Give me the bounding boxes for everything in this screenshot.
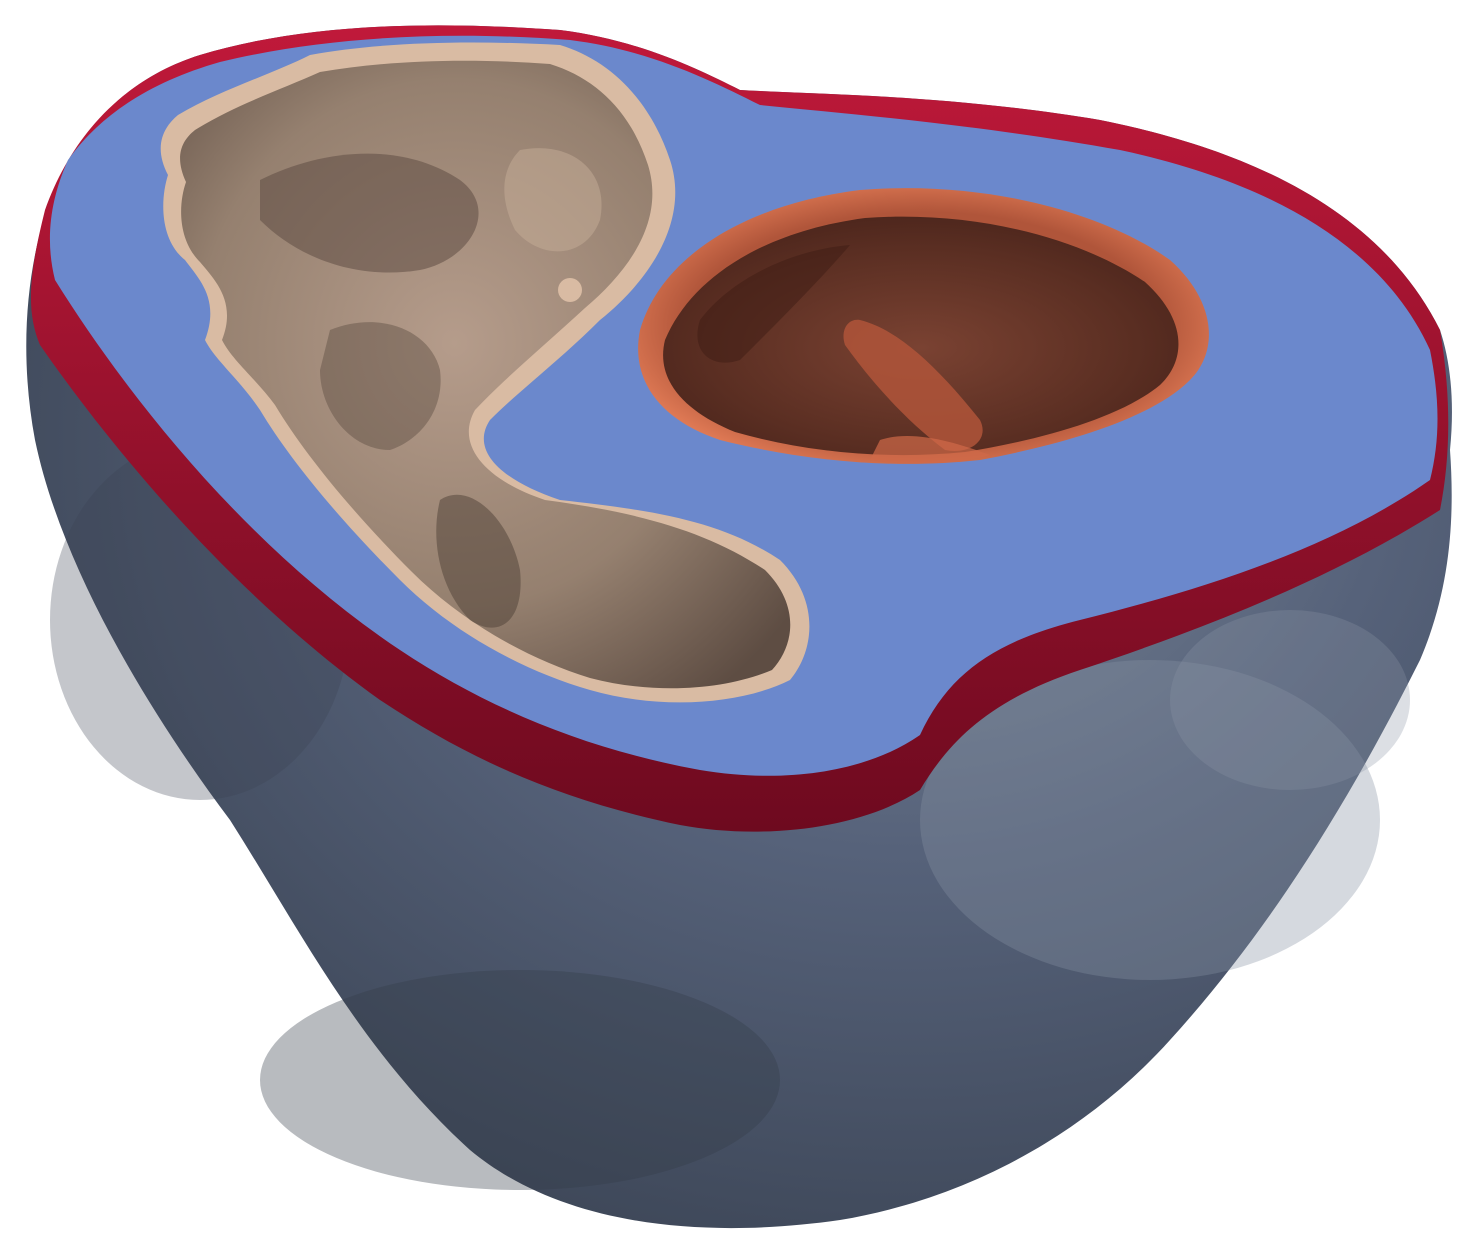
rv-trabeculae-shadow — [260, 153, 479, 273]
surface-highlight — [1170, 610, 1410, 790]
surface-shadow — [260, 970, 780, 1190]
lv-papillary-muscle — [843, 319, 983, 451]
rv-trabeculae-shadow — [436, 494, 521, 628]
lv-papillary-muscle — [870, 435, 990, 464]
surface-highlight — [920, 660, 1380, 980]
lv-wall-shadow — [697, 245, 850, 363]
rv-papillary-muscle — [558, 278, 582, 302]
rv-trabeculae-light — [504, 148, 602, 252]
rv-trabeculae-shadow — [320, 322, 441, 450]
